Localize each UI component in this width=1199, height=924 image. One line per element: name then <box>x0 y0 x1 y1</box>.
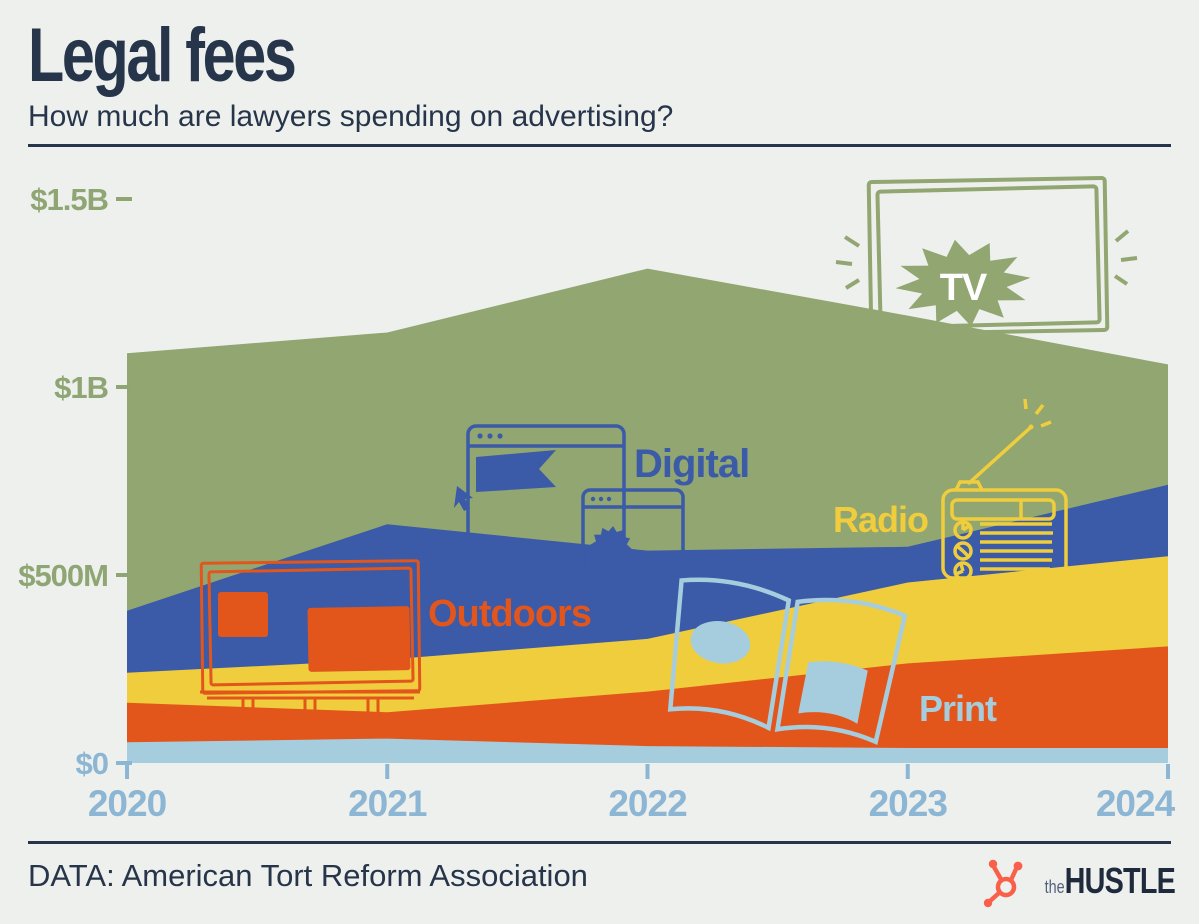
footer-source: DATA: American Tort Reform Association <box>28 858 588 893</box>
y-tick-label: $1B <box>54 370 108 405</box>
page-subtitle: How much are lawyers spending on adverti… <box>28 100 674 133</box>
x-tick-label: 2020 <box>88 783 167 824</box>
x-tick-label: 2023 <box>869 783 948 824</box>
y-tick-label: $0 <box>76 746 108 781</box>
series-labels-group: TV Digital Radio Outdoors Print <box>428 267 998 729</box>
series-label-print: Print <box>919 688 997 729</box>
y-tick-label: $500M <box>18 558 108 593</box>
brand-logo: theHUSTLE <box>1044 860 1176 902</box>
series-label-radio: Radio <box>833 499 928 540</box>
y-tick-label: $1.5B <box>30 182 108 217</box>
series-label-tv: TV <box>940 267 988 309</box>
radio-icon <box>941 398 1068 581</box>
header-divider <box>28 144 1171 147</box>
series-label-outdoors: Outdoors <box>428 593 591 635</box>
decor-group <box>590 239 1031 568</box>
area-layer-print <box>127 738 1168 763</box>
brand-name: HUSTLE <box>1064 860 1176 901</box>
page-title: Legal fees <box>28 13 297 98</box>
series-label-digital: Digital <box>634 442 749 486</box>
areas-group <box>127 268 1168 763</box>
area-layer-outdoors <box>127 646 1168 763</box>
hubspot-sprocket-icon <box>983 859 1023 908</box>
billboard-icon <box>199 559 422 719</box>
browser-windows-icon <box>454 424 685 580</box>
gear-badge-icon <box>590 526 632 568</box>
tv-frame-icon <box>835 176 1138 336</box>
brand-the: the <box>1044 877 1065 897</box>
x-tick-label: 2024 <box>1096 783 1176 824</box>
tv-starburst <box>895 239 1031 327</box>
magazine-icon <box>667 577 908 745</box>
x-tick-label: 2021 <box>348 783 427 824</box>
footer-divider <box>28 841 1171 844</box>
x-tick-label: 2022 <box>608 783 687 824</box>
